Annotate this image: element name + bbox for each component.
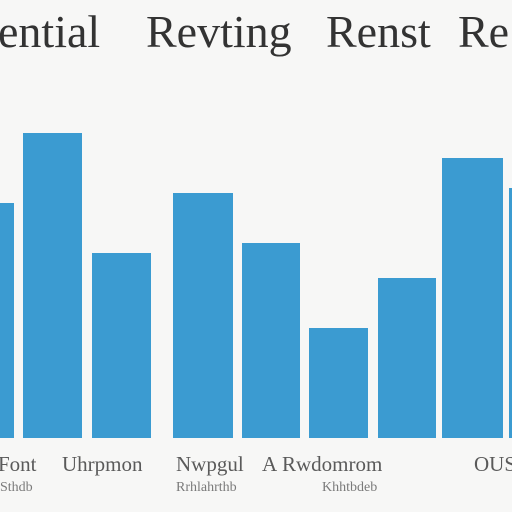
title-segment-1: ential <box>0 6 101 57</box>
category-label-1: Font <box>0 452 37 476</box>
bar-5 <box>242 243 300 438</box>
bar-1 <box>0 203 14 438</box>
title-segment-2: Revting <box>146 6 292 57</box>
category-label-5: Rwdomrom <box>282 452 383 476</box>
bar-4 <box>173 193 233 438</box>
bar-6 <box>309 328 368 438</box>
category-label-6: OUS <box>474 452 512 476</box>
title-segment-3: Renst <box>326 6 431 57</box>
bar-7 <box>378 278 436 438</box>
bar-2 <box>23 133 82 438</box>
bar-3 <box>92 253 151 438</box>
chart-title: ential Revting Renst Re <box>0 2 512 62</box>
category-label-2: Uhrpmon <box>62 452 143 476</box>
bar-9 <box>509 188 512 438</box>
category-label-4: A <box>262 452 278 476</box>
category-label-3: Nwpgul <box>176 452 244 476</box>
category-sublabel-3: Khhtbdeb <box>322 480 378 495</box>
category-sublabel-1: Sthdb <box>0 480 33 495</box>
title-segment-4: Re <box>458 6 510 57</box>
category-sublabel-2: Rrhlahrthb <box>176 480 237 495</box>
bar-8 <box>442 158 503 438</box>
